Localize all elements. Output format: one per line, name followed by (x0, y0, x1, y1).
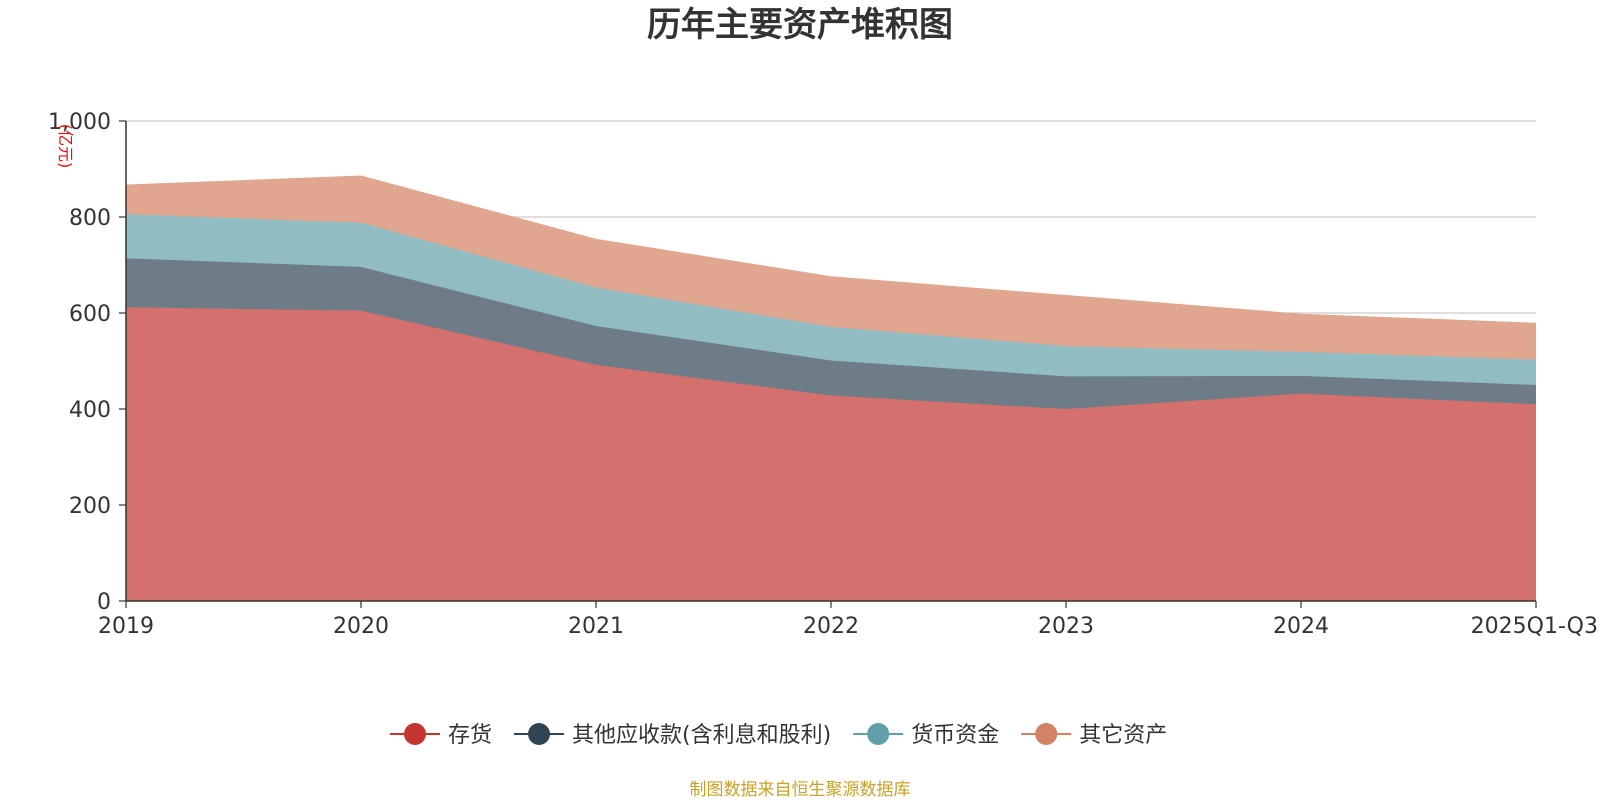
x-tick-label: 2019 (98, 614, 154, 639)
x-tick-label: 2023 (1038, 614, 1094, 639)
y-axis-unit-label: (亿元) (56, 124, 75, 169)
x-tick-label: 2025Q1-Q3 (1471, 614, 1598, 639)
y-tick-label: 1,000 (48, 110, 111, 135)
legend-label: 存货 (448, 723, 492, 748)
area-series (125, 175, 1537, 601)
legend-item[interactable]: 存货 (390, 723, 492, 748)
legend[interactable]: 存货 其他应收款(含利息和股利) 货币资金 其它资产 (390, 723, 1167, 748)
area-其他应收款(含利息和股利) (126, 258, 1536, 409)
legend-marker (867, 723, 890, 745)
x-tick-label: 2020 (333, 614, 389, 639)
area-其它资产 (126, 176, 1536, 360)
x-tick-label: 2022 (803, 614, 859, 639)
axes: 0 200 400 600 800 1,000 2019 2020 2021 2022 2023 20… (48, 110, 1598, 639)
y-tick-label: 0 (97, 590, 111, 615)
legend-label: 其它资产 (1079, 723, 1167, 748)
y-tick-label: 200 (69, 494, 111, 519)
legend-label: 其他应收款(含利息和股利) (572, 723, 831, 748)
x-tick-label: 2021 (568, 614, 624, 639)
source-note: 制图数据来自恒生聚源数据库 (690, 780, 911, 800)
legend-item[interactable]: 货币资金 (853, 723, 999, 748)
legend-marker (404, 723, 426, 745)
area-edge-其它资产 (125, 175, 1537, 325)
y-tick-label: 400 (69, 398, 111, 423)
legend-label: 货币资金 (911, 723, 999, 748)
area-货币资金 (126, 214, 1536, 385)
legend-item[interactable]: 其他应收款(含利息和股利) (514, 723, 831, 748)
y-tick-label: 600 (69, 302, 111, 327)
legend-marker (528, 723, 551, 745)
legend-marker (1035, 723, 1058, 745)
legend-item[interactable]: 其它资产 (1021, 723, 1167, 748)
area-存货 (126, 307, 1536, 601)
y-tick-label: 800 (69, 206, 111, 231)
x-tick-label: 2024 (1273, 614, 1329, 639)
chart-title: 历年主要资产堆积图 (647, 5, 953, 45)
